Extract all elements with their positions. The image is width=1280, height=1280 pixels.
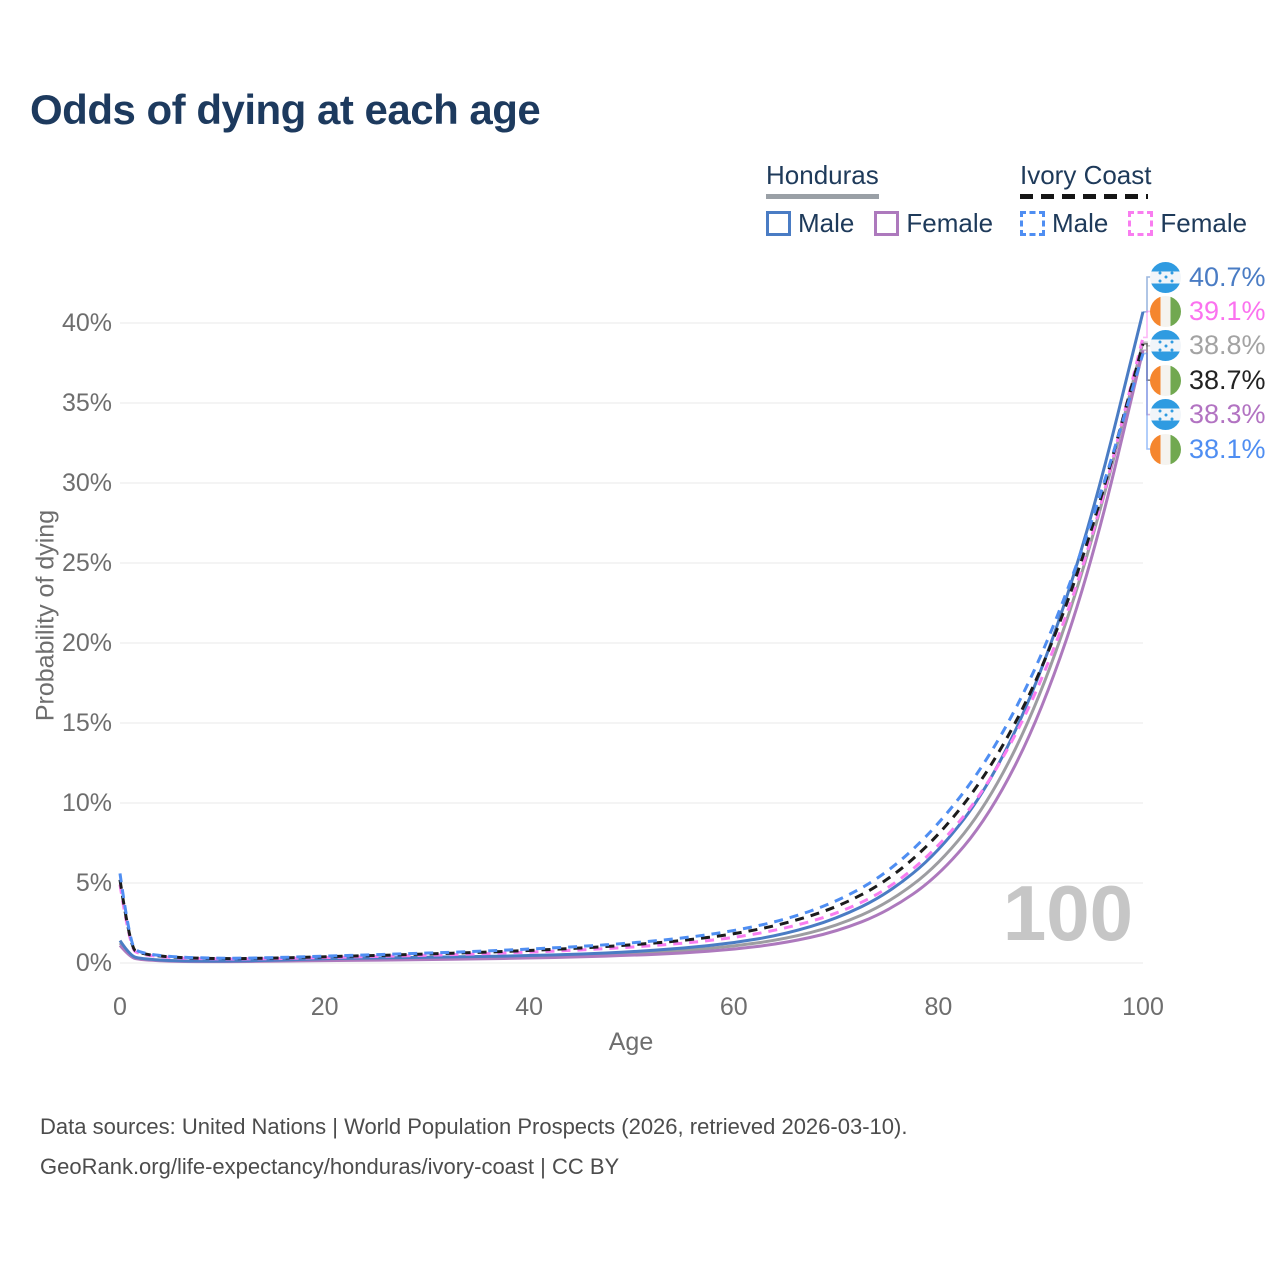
y-tick-40%: 40% [61,309,112,337]
footer: Data sources: United Nations | World Pop… [40,1107,907,1187]
series-end-label-ivory-coast-both: 38.7% [1150,364,1266,396]
series-end-label-honduras-female: 38.3% [1150,399,1266,431]
legend-item-honduras-male[interactable]: Male [766,208,854,239]
honduras-male-swatch-icon [766,211,791,236]
end-value-label: 39.1% [1189,295,1266,326]
honduras-flag-icon [1150,261,1181,293]
legend-country-honduras[interactable]: Honduras [766,160,993,199]
y-tick-35%: 35% [61,389,112,417]
end-value-label: 38.1% [1189,433,1266,464]
honduras-flag-icon [1150,330,1181,362]
y-tick-10%: 10% [61,789,112,817]
legend-country-honduras-label: Honduras [766,160,879,190]
ivory-coast-male-swatch-icon [1020,211,1045,236]
age-counter-watermark: 100 [1002,869,1133,957]
series-line-honduras-both[interactable] [118,341,1145,963]
honduras-female-swatch-icon [874,211,900,236]
ivory-coast-dashed-line-sample [1020,194,1148,199]
series-line-honduras-female[interactable] [118,349,1145,964]
legend-country-ivory-coast-label: Ivory Coast [1020,160,1152,190]
ivory-coast-flag-icon [1150,433,1181,465]
series-lines [118,311,1145,964]
legend-item-ivory-coast-female[interactable]: Female [1128,208,1247,239]
y-tick-0%: 0% [75,949,112,977]
ivory-coast-female-swatch-icon [1128,211,1154,236]
y-tick-5%: 5% [75,869,112,897]
ivory-coast-flag-icon [1150,364,1181,396]
legend-item-honduras-female[interactable]: Female [874,208,993,239]
y-tick-15%: 15% [61,709,112,737]
legend-label-ivory-coast-male: Male [1052,208,1109,238]
series-line-ivory-coast-female[interactable] [118,337,1145,961]
ivory-coast-flag-icon [1150,295,1181,327]
series-line-ivory-coast-both[interactable] [118,343,1145,961]
series-line-honduras-male[interactable] [118,311,1145,963]
legend-label-ivory-coast-female: Female [1160,208,1248,238]
legend-items-honduras: Male Female [766,208,993,239]
series-end-label-honduras-both: 38.8% [1150,330,1266,362]
end-value-label: 38.7% [1189,364,1266,395]
series-end-label-ivory-coast-male: 38.1% [1150,433,1266,465]
legend-group-ivory-coast: Ivory Coast Male Female [1020,160,1247,239]
legend-label-honduras-female: Female [906,208,994,238]
series-end-label-honduras-male: 40.7% [1150,261,1266,293]
x-tick-40: 40 [515,993,544,1021]
end-value-label: 40.7% [1189,261,1266,292]
y-tick-25%: 25% [61,549,112,577]
series-line-ivory-coast-male[interactable] [118,352,1145,960]
page-title: Odds of dying at each age [30,86,541,133]
honduras-solid-line-sample [766,194,879,199]
x-tick-60: 60 [719,993,748,1021]
legend-label-honduras-male: Male [798,208,855,238]
x-tick-0: 0 [113,993,127,1021]
x-tick-80: 80 [924,993,953,1021]
end-value-label: 38.3% [1189,399,1266,430]
x-tick-20: 20 [310,993,339,1021]
y-tick-30%: 30% [61,469,112,497]
series-end-label-ivory-coast-female: 39.1% [1150,295,1266,327]
legend-items-ivory-coast: Male Female [1020,208,1247,239]
y-tick-20%: 20% [61,629,112,657]
end-value-label: 38.8% [1189,330,1266,361]
x-axis-title: Age [608,1028,654,1056]
footer-data-sources: Data sources: United Nations | World Pop… [40,1114,908,1139]
gridlines [120,322,1143,964]
end-label-connectors [1143,276,1152,450]
y-axis-title: Probability of dying [31,509,60,722]
footer-attribution: GeoRank.org/life-expectancy/honduras/ivo… [40,1154,620,1179]
x-tick-100: 100 [1122,993,1164,1021]
legend-country-ivory-coast[interactable]: Ivory Coast [1020,160,1247,199]
legend-group-honduras: Honduras Male Female [766,160,993,239]
honduras-flag-icon [1150,399,1181,431]
legend-item-ivory-coast-male[interactable]: Male [1020,208,1108,239]
